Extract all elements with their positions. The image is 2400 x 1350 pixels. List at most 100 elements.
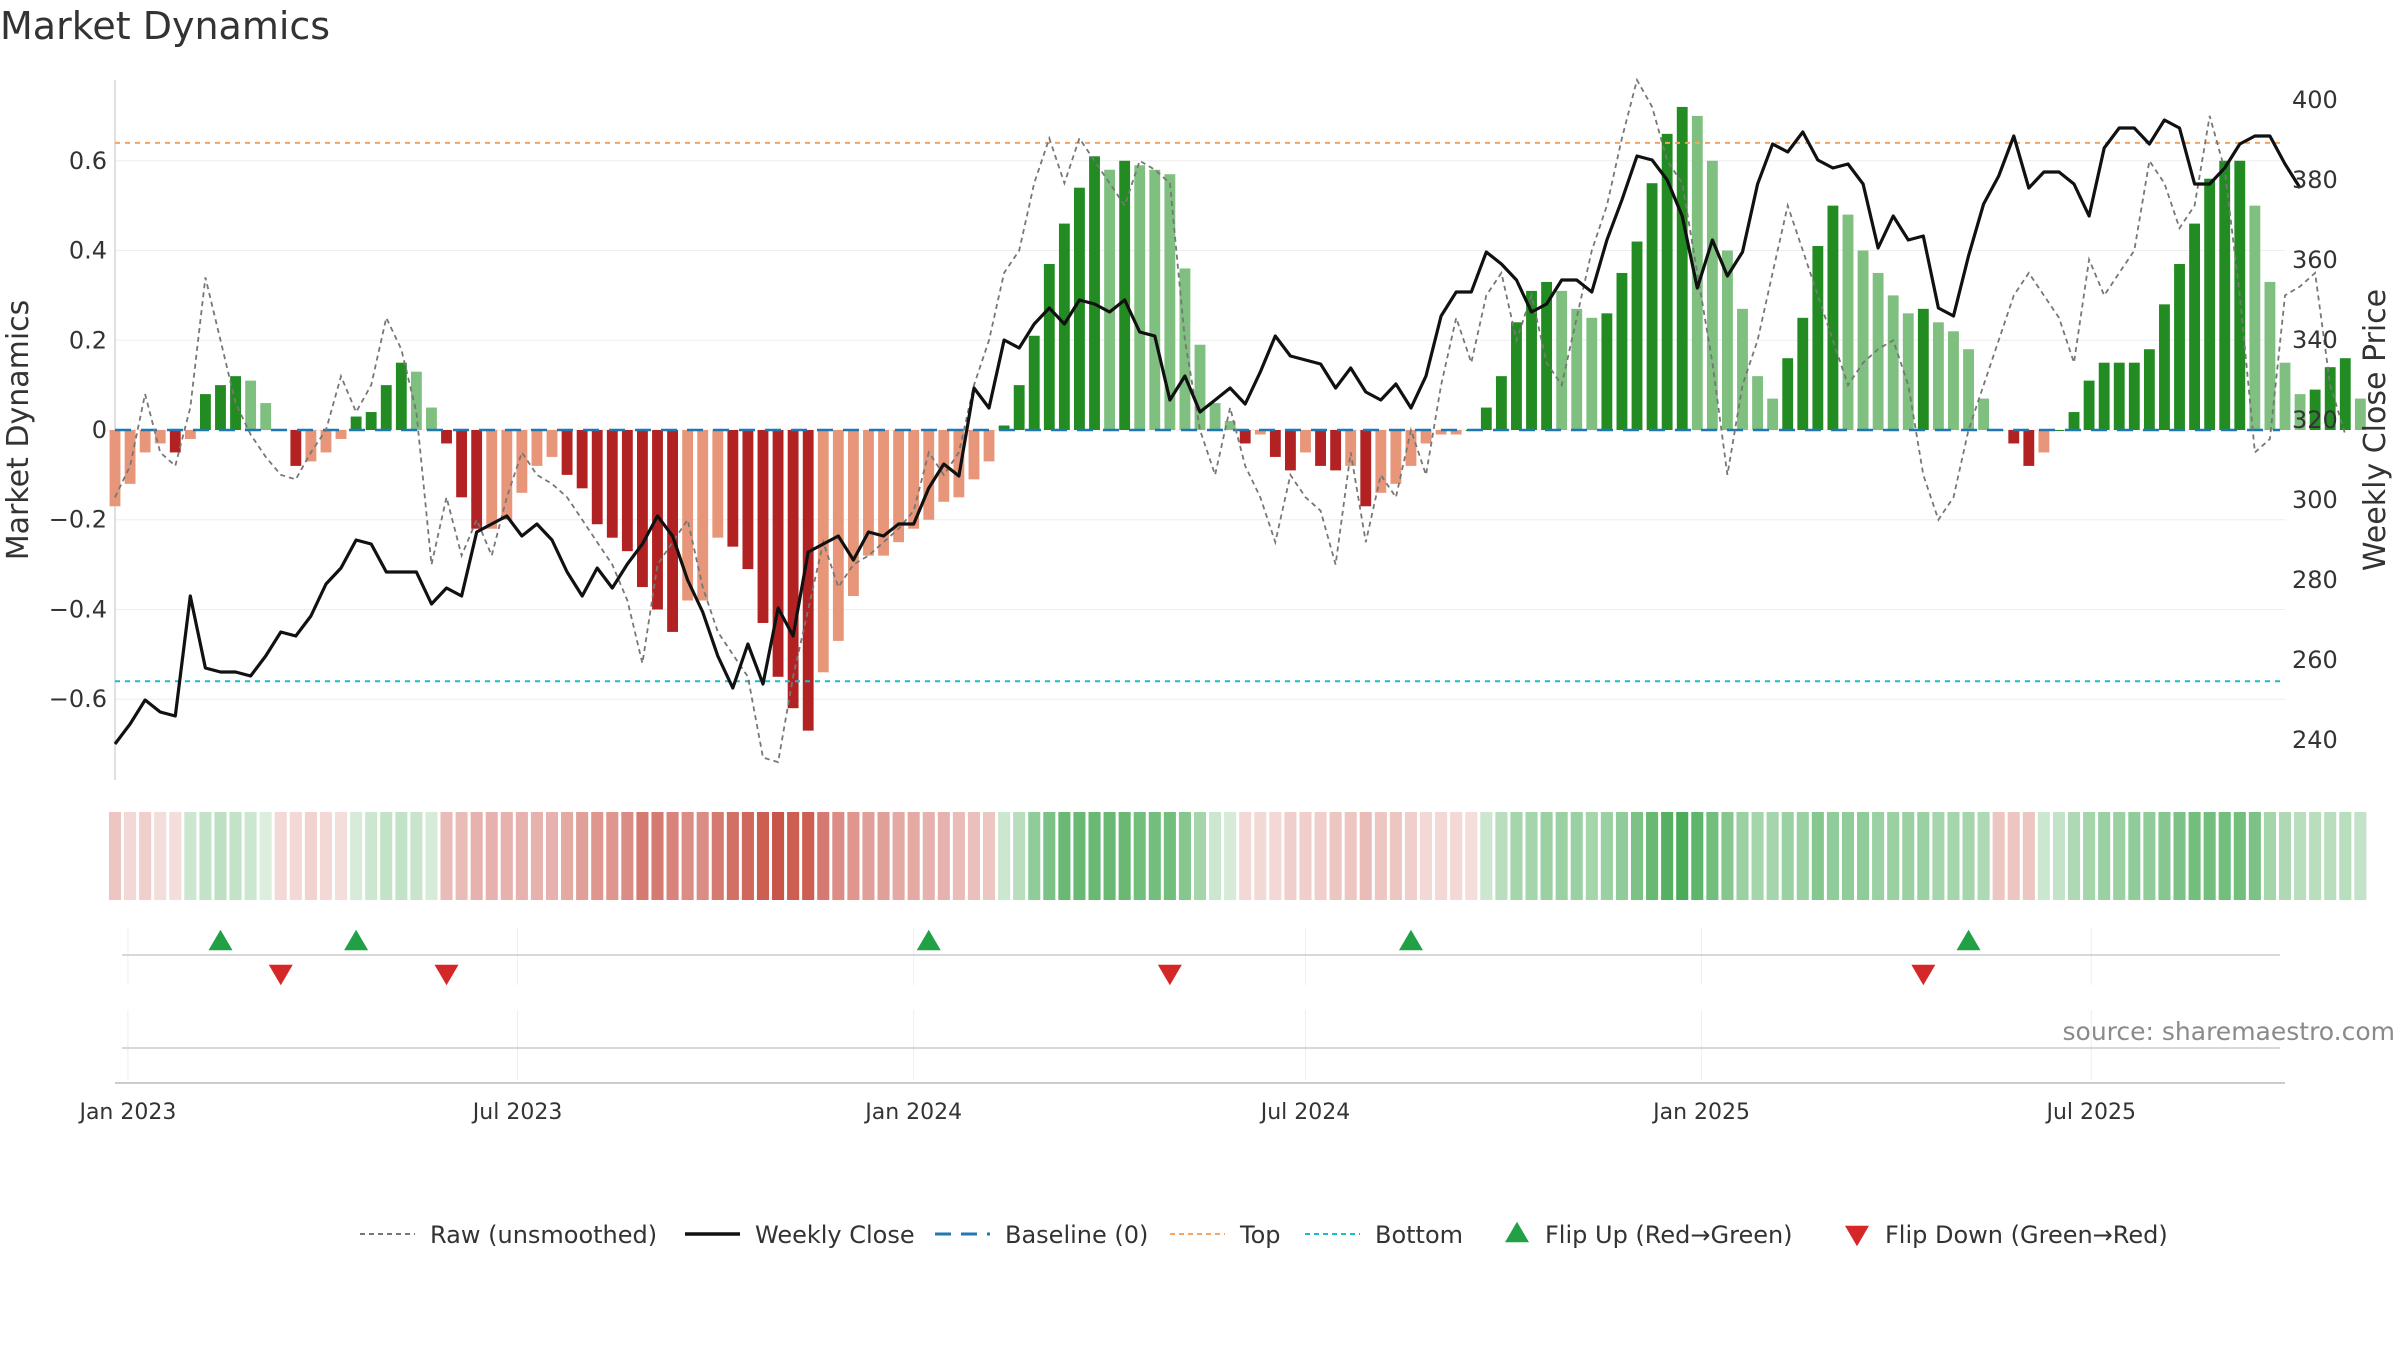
x-tick-label: Jul 2023 xyxy=(471,1100,563,1125)
heat-cell xyxy=(1495,812,1508,900)
heat-cell xyxy=(1992,812,2005,900)
x-tick-label: Jul 2024 xyxy=(1259,1100,1351,1125)
heat-cell xyxy=(1540,812,1553,900)
dynamics-bar xyxy=(727,430,739,547)
dynamics-bar xyxy=(410,371,422,430)
dynamics-bar xyxy=(1058,223,1070,430)
heat-cell xyxy=(124,812,137,900)
dynamics-bar xyxy=(606,430,618,538)
right-tick-label: 300 xyxy=(2292,486,2338,514)
dynamics-bar xyxy=(1541,281,1553,430)
dynamics-bar xyxy=(531,430,543,466)
axes-layer xyxy=(114,80,2285,1084)
legend-item: Baseline (0) xyxy=(935,1221,1148,1249)
flip-down-marker xyxy=(434,964,459,986)
heat-cell xyxy=(591,812,604,900)
dynamics-bar xyxy=(1948,331,1959,430)
heat-cell xyxy=(2339,812,2352,900)
dynamics-bar xyxy=(1345,430,1357,466)
heat-cell xyxy=(214,812,227,900)
heat-cell xyxy=(259,812,272,900)
dynamics-bar xyxy=(501,430,513,520)
heat-cell xyxy=(2098,812,2111,900)
heat-cell xyxy=(1450,812,1463,900)
dynamics-bar xyxy=(1526,290,1537,430)
heat-cell xyxy=(1676,812,1689,900)
heat-cell xyxy=(711,812,724,900)
heat-cell xyxy=(1977,812,1990,900)
dynamics-bar xyxy=(1616,272,1628,430)
flip-down-marker xyxy=(1911,964,1936,986)
heat-cell xyxy=(817,812,830,900)
dynamics-bar xyxy=(908,430,920,529)
heat-cell xyxy=(1299,812,1312,900)
heat-cell xyxy=(1103,812,1116,900)
dynamics-bar xyxy=(2023,430,2035,466)
heat-cell xyxy=(1570,812,1583,900)
dynamics-bar xyxy=(1375,430,1387,493)
dynamics-bar xyxy=(1179,268,1191,430)
heat-cell xyxy=(1058,812,1071,900)
heat-cell xyxy=(1148,812,1161,900)
left-tick-label: 0 xyxy=(92,416,107,444)
right-axis-label: Weekly Close Price xyxy=(2358,289,2393,571)
left-tick-label: 0.2 xyxy=(69,326,107,354)
dynamics-bar xyxy=(1737,308,1748,430)
right-tick-label: 320 xyxy=(2292,406,2338,434)
heat-cell xyxy=(1043,812,1056,900)
heat-cell xyxy=(1254,812,1267,900)
dynamics-bar xyxy=(320,430,332,453)
heat-cell xyxy=(530,812,543,900)
heat-cell xyxy=(425,812,438,900)
dynamics-bar xyxy=(2324,367,2336,430)
dynamics-bar xyxy=(380,385,392,430)
dynamics-bar xyxy=(169,430,181,453)
heat-cell xyxy=(350,812,363,900)
heat-cell xyxy=(1359,812,1372,900)
heat-cell xyxy=(1736,812,1749,900)
heat-cell xyxy=(2218,812,2231,900)
dynamics-bar xyxy=(230,376,241,430)
dynamics-bar xyxy=(1405,430,1417,466)
right-tick-label: 240 xyxy=(2292,726,2338,754)
heat-cell xyxy=(741,812,754,900)
heat-cell xyxy=(2233,812,2246,900)
dynamics-bar xyxy=(772,430,784,677)
dynamics-bar xyxy=(1857,250,1869,430)
heat-cell xyxy=(319,812,333,900)
heat-cell xyxy=(1796,812,1809,900)
heat-cell xyxy=(2007,812,2020,900)
flip-up-marker xyxy=(1956,929,1981,951)
dynamics-bar xyxy=(471,430,483,529)
dynamics-bar xyxy=(441,430,452,444)
weekly-close-line xyxy=(113,118,2302,745)
dynamics-bar xyxy=(124,430,136,484)
left-tick-label: 0.4 xyxy=(69,237,107,265)
heat-cell xyxy=(862,812,875,900)
dynamics-bar xyxy=(1420,430,1432,444)
heat-cell xyxy=(1013,812,1026,900)
legend-label: Raw (unsmoothed) xyxy=(430,1221,657,1249)
dynamics-bar xyxy=(2159,304,2170,430)
heat-cell xyxy=(2037,812,2050,900)
dynamics-bar xyxy=(1887,295,1899,430)
heat-cell xyxy=(1721,812,1734,900)
heat-cell xyxy=(1163,812,1176,900)
dynamics-bar xyxy=(1254,430,1266,435)
heat-cell xyxy=(636,812,649,900)
dynamics-bar xyxy=(1842,214,1854,430)
legend-label: Flip Up (Red→Green) xyxy=(1545,1221,1793,1249)
heat-cell xyxy=(455,812,468,900)
legend-swatch xyxy=(1505,1221,1529,1243)
heat-cell xyxy=(1811,812,1824,900)
dynamics-bar xyxy=(1586,317,1598,430)
dynamics-bar xyxy=(1269,430,1281,457)
heat-cell xyxy=(1585,812,1598,900)
heat-cell xyxy=(1374,812,1387,900)
heat-cell xyxy=(2083,812,2096,900)
right-tick-label: 400 xyxy=(2292,86,2338,114)
dynamics-bar xyxy=(1917,308,1929,430)
dynamics-bar xyxy=(1782,358,1794,430)
dynamics-bar xyxy=(1209,403,1221,430)
dynamics-bar xyxy=(2339,358,2351,430)
